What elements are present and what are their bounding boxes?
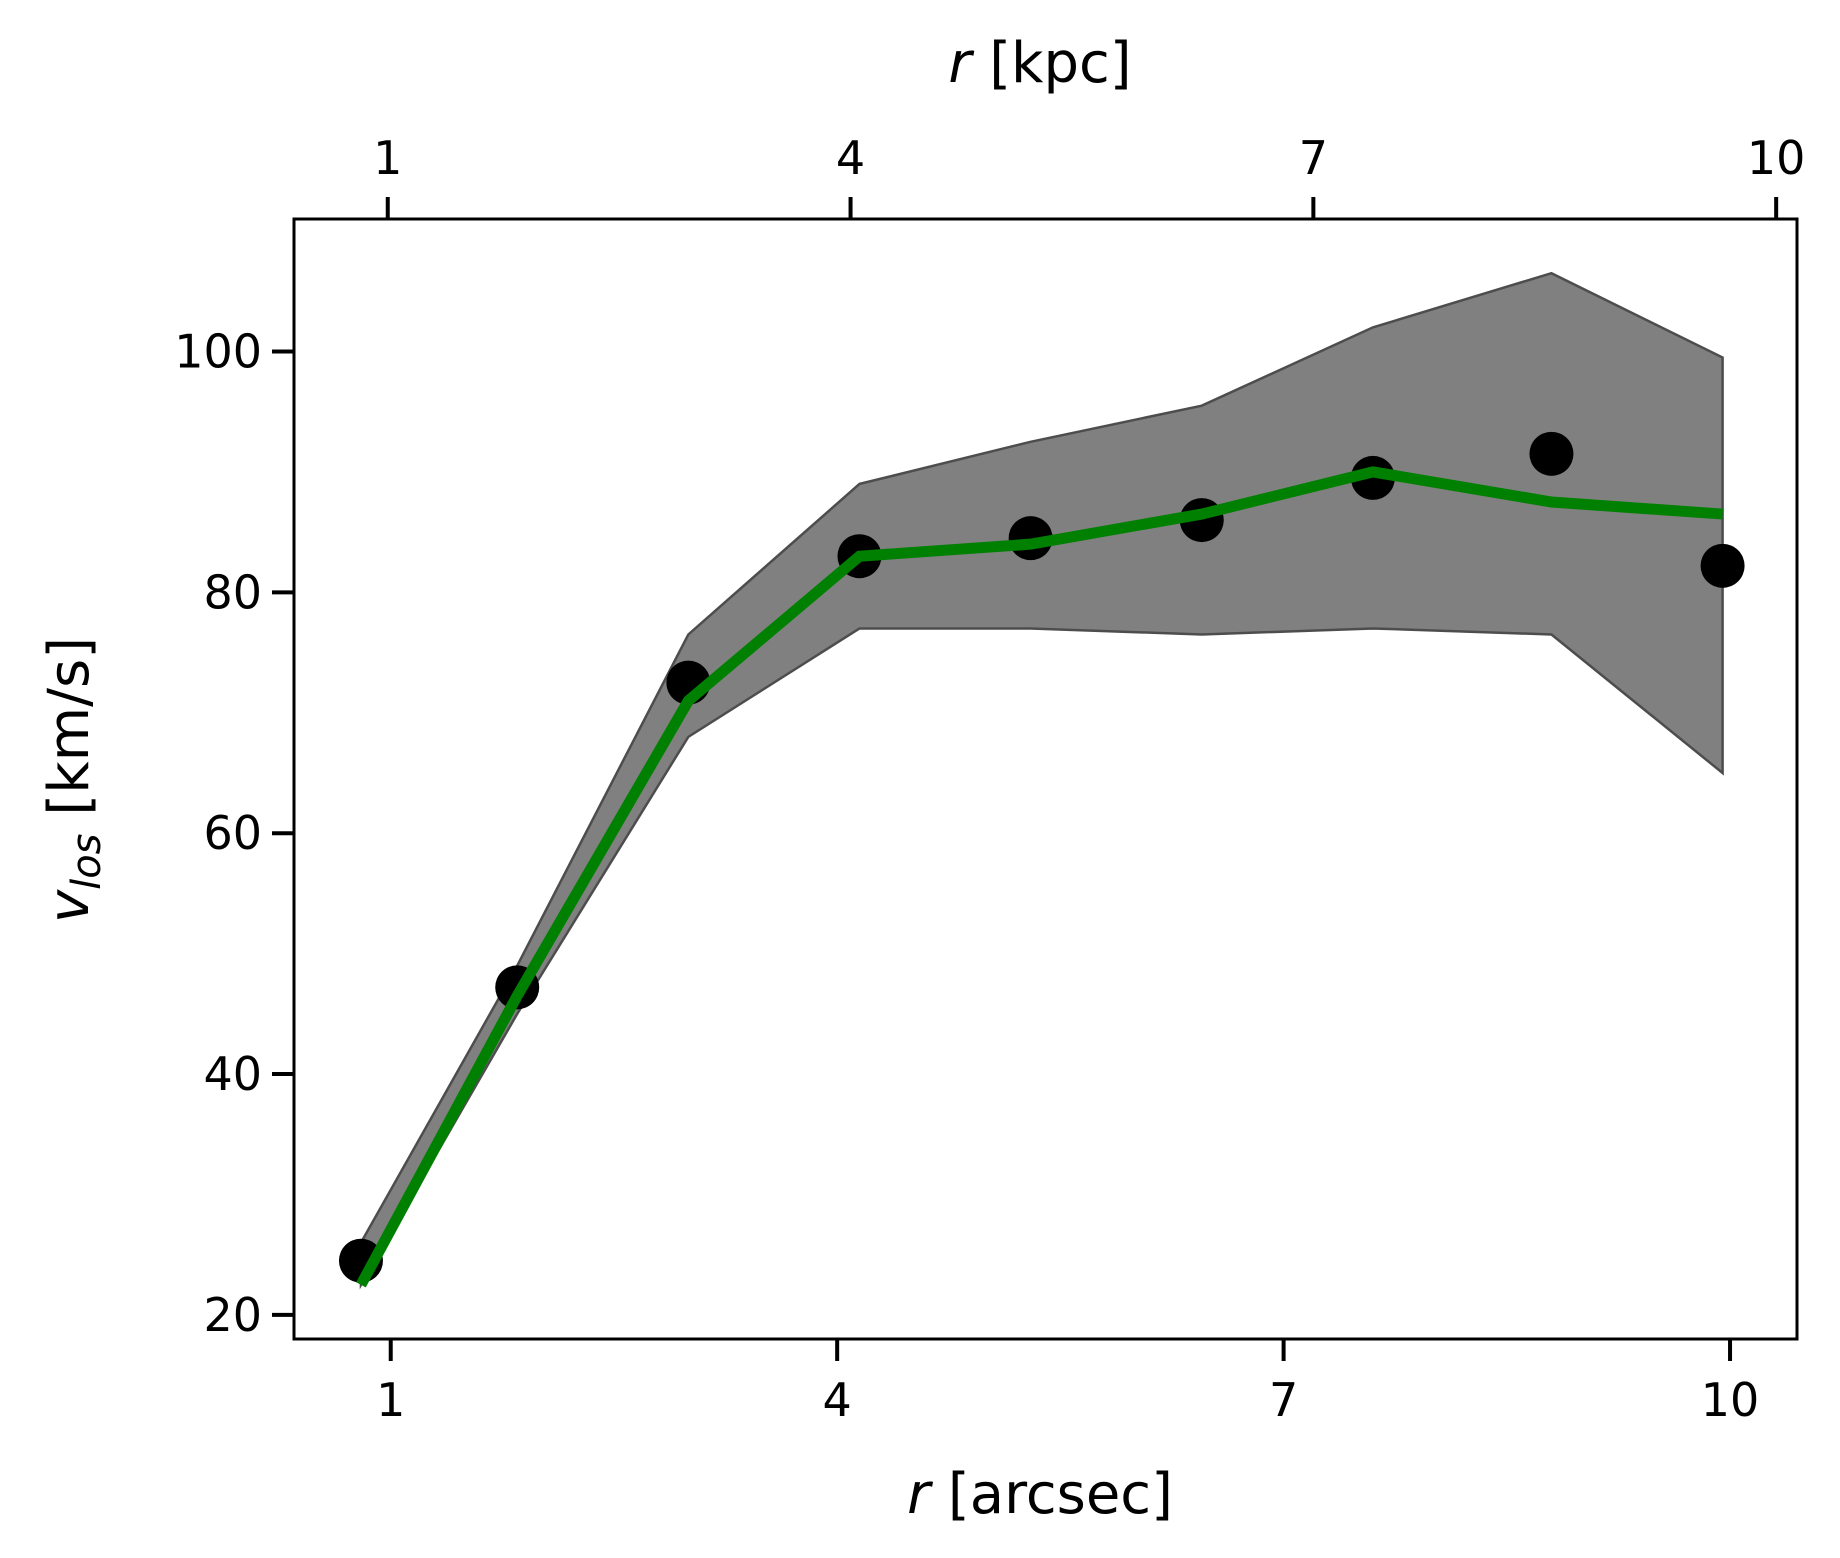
model-line <box>356 466 1723 1288</box>
y-axis-ticks: 20 40 60 80 100 <box>174 324 294 1342</box>
confidence-band-layer <box>359 271 1724 1290</box>
x-tick-label: 1 <box>376 1373 405 1427</box>
x-tick-label: 4 <box>823 1373 852 1427</box>
top-x-axis-ticks: 1 4 7 10 <box>373 131 1805 219</box>
top-x-tick-label: 7 <box>1299 131 1328 185</box>
y-tick-label: 40 <box>203 1047 262 1101</box>
y-tick-label: 20 <box>203 1288 262 1342</box>
y-axis-label: vlos [km/s] <box>37 637 110 923</box>
y-tick-label: 60 <box>203 806 262 860</box>
top-x-tick-label: 4 <box>836 131 865 185</box>
top-x-tick-label: 1 <box>373 131 402 185</box>
confidence-band <box>359 271 1724 1290</box>
top-x-tick-label: 10 <box>1747 131 1806 185</box>
data-point <box>1700 543 1745 588</box>
data-point <box>1350 455 1395 500</box>
x-axis-ticks: 1 4 7 10 <box>376 1339 1759 1427</box>
x-tick-label: 7 <box>1269 1373 1298 1427</box>
x-tick-label: 10 <box>1701 1373 1760 1427</box>
data-point <box>1529 431 1574 476</box>
plot-frame <box>292 217 1799 1341</box>
top-x-axis-label: r [kpc] <box>948 31 1131 96</box>
y-tick-label: 100 <box>174 324 262 378</box>
model-line-layer <box>356 466 1723 1288</box>
y-tick-label: 80 <box>203 565 262 619</box>
x-axis-label: r [arcsec] <box>907 1462 1173 1527</box>
